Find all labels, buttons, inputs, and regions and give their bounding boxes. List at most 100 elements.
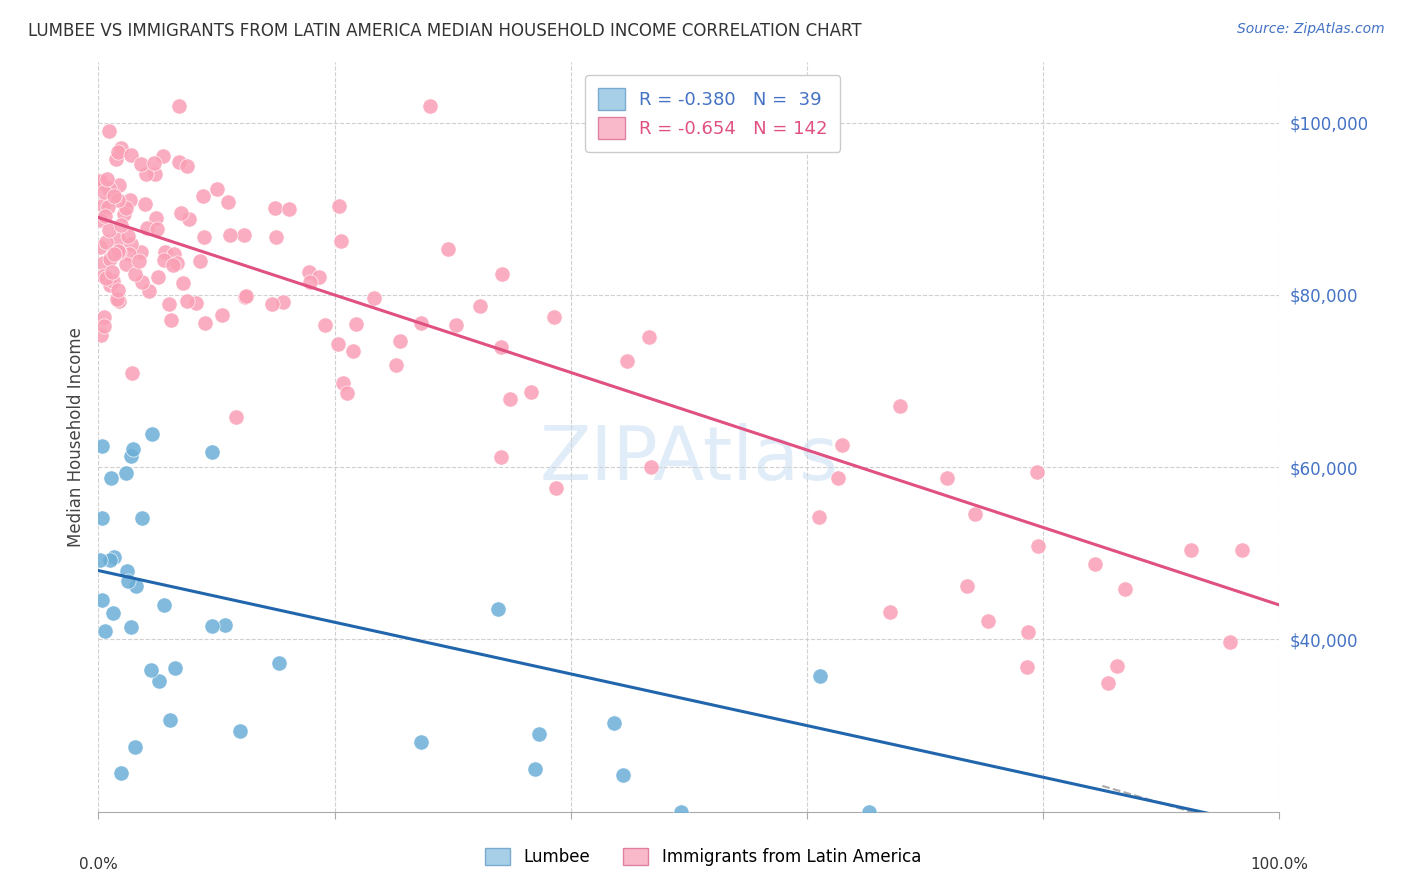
Point bbox=[808, 510, 831, 524]
Point bbox=[520, 385, 543, 400]
Point bbox=[219, 227, 242, 242]
Text: 100.0%: 100.0% bbox=[1250, 856, 1309, 871]
Point bbox=[1017, 624, 1039, 639]
Point bbox=[98, 553, 121, 567]
Point bbox=[98, 223, 121, 237]
Point bbox=[145, 211, 167, 226]
Point bbox=[107, 232, 129, 246]
Legend: Lumbee, Immigrants from Latin America: Lumbee, Immigrants from Latin America bbox=[477, 840, 929, 875]
Point bbox=[205, 182, 228, 196]
Point bbox=[107, 145, 129, 160]
Point bbox=[616, 354, 638, 368]
Point bbox=[1097, 675, 1119, 690]
Point bbox=[486, 602, 509, 616]
Point bbox=[612, 768, 634, 782]
Point bbox=[125, 580, 148, 594]
Point bbox=[118, 246, 141, 260]
Point bbox=[194, 317, 217, 331]
Point bbox=[93, 185, 115, 199]
Point bbox=[409, 734, 432, 748]
Point bbox=[121, 236, 143, 251]
Point bbox=[136, 220, 159, 235]
Point bbox=[110, 218, 132, 232]
Point bbox=[118, 193, 141, 207]
Point bbox=[529, 726, 551, 740]
Point bbox=[89, 240, 111, 254]
Point bbox=[640, 459, 662, 474]
Point bbox=[134, 196, 156, 211]
Point bbox=[110, 765, 132, 780]
Point bbox=[499, 392, 522, 406]
Point bbox=[153, 252, 176, 267]
Point bbox=[117, 228, 139, 243]
Point bbox=[91, 592, 114, 607]
Point bbox=[827, 471, 849, 485]
Point bbox=[96, 270, 118, 285]
Point bbox=[638, 330, 661, 344]
Point bbox=[141, 427, 163, 442]
Point bbox=[98, 278, 121, 293]
Point bbox=[107, 244, 129, 258]
Point bbox=[1114, 582, 1136, 596]
Point bbox=[308, 269, 330, 284]
Point bbox=[114, 202, 136, 216]
Point bbox=[112, 207, 135, 221]
Point bbox=[176, 159, 198, 173]
Point bbox=[93, 310, 115, 324]
Point bbox=[162, 258, 184, 272]
Point bbox=[91, 256, 114, 270]
Point bbox=[167, 98, 190, 112]
Point bbox=[229, 723, 252, 738]
Point bbox=[100, 471, 122, 485]
Point bbox=[107, 294, 129, 309]
Point bbox=[342, 344, 364, 359]
Point bbox=[110, 141, 132, 155]
Point bbox=[489, 340, 512, 354]
Point bbox=[328, 199, 350, 213]
Point bbox=[314, 318, 336, 332]
Point bbox=[211, 308, 233, 322]
Point bbox=[90, 175, 112, 189]
Point bbox=[160, 313, 183, 327]
Point bbox=[523, 762, 546, 776]
Point bbox=[91, 198, 114, 212]
Point bbox=[114, 466, 136, 480]
Point bbox=[193, 189, 215, 203]
Point bbox=[93, 318, 115, 333]
Legend: R = -0.380   N =  39, R = -0.654   N = 142: R = -0.380 N = 39, R = -0.654 N = 142 bbox=[585, 75, 841, 152]
Point bbox=[159, 714, 181, 728]
Point bbox=[264, 229, 287, 244]
Point bbox=[172, 276, 194, 290]
Point bbox=[98, 252, 121, 267]
Point bbox=[90, 511, 112, 525]
Point bbox=[603, 716, 626, 731]
Point bbox=[233, 289, 256, 303]
Point bbox=[104, 152, 127, 166]
Point bbox=[131, 510, 153, 524]
Point bbox=[201, 619, 224, 633]
Point bbox=[101, 265, 124, 279]
Point bbox=[344, 317, 367, 331]
Point bbox=[808, 669, 831, 683]
Text: Source: ZipAtlas.com: Source: ZipAtlas.com bbox=[1237, 22, 1385, 37]
Point bbox=[491, 450, 513, 464]
Point bbox=[169, 206, 191, 220]
Point bbox=[124, 740, 146, 755]
Point bbox=[214, 618, 236, 632]
Point bbox=[543, 310, 565, 325]
Point bbox=[94, 624, 117, 639]
Point bbox=[1026, 465, 1049, 479]
Point bbox=[384, 358, 406, 372]
Point bbox=[936, 471, 959, 485]
Point bbox=[129, 245, 152, 260]
Point bbox=[103, 606, 125, 620]
Point bbox=[329, 234, 352, 248]
Point bbox=[963, 508, 986, 522]
Point bbox=[363, 291, 385, 305]
Point bbox=[90, 328, 112, 343]
Point bbox=[858, 805, 880, 819]
Point bbox=[89, 553, 111, 567]
Point bbox=[146, 270, 169, 285]
Point bbox=[91, 440, 114, 454]
Point bbox=[148, 673, 170, 688]
